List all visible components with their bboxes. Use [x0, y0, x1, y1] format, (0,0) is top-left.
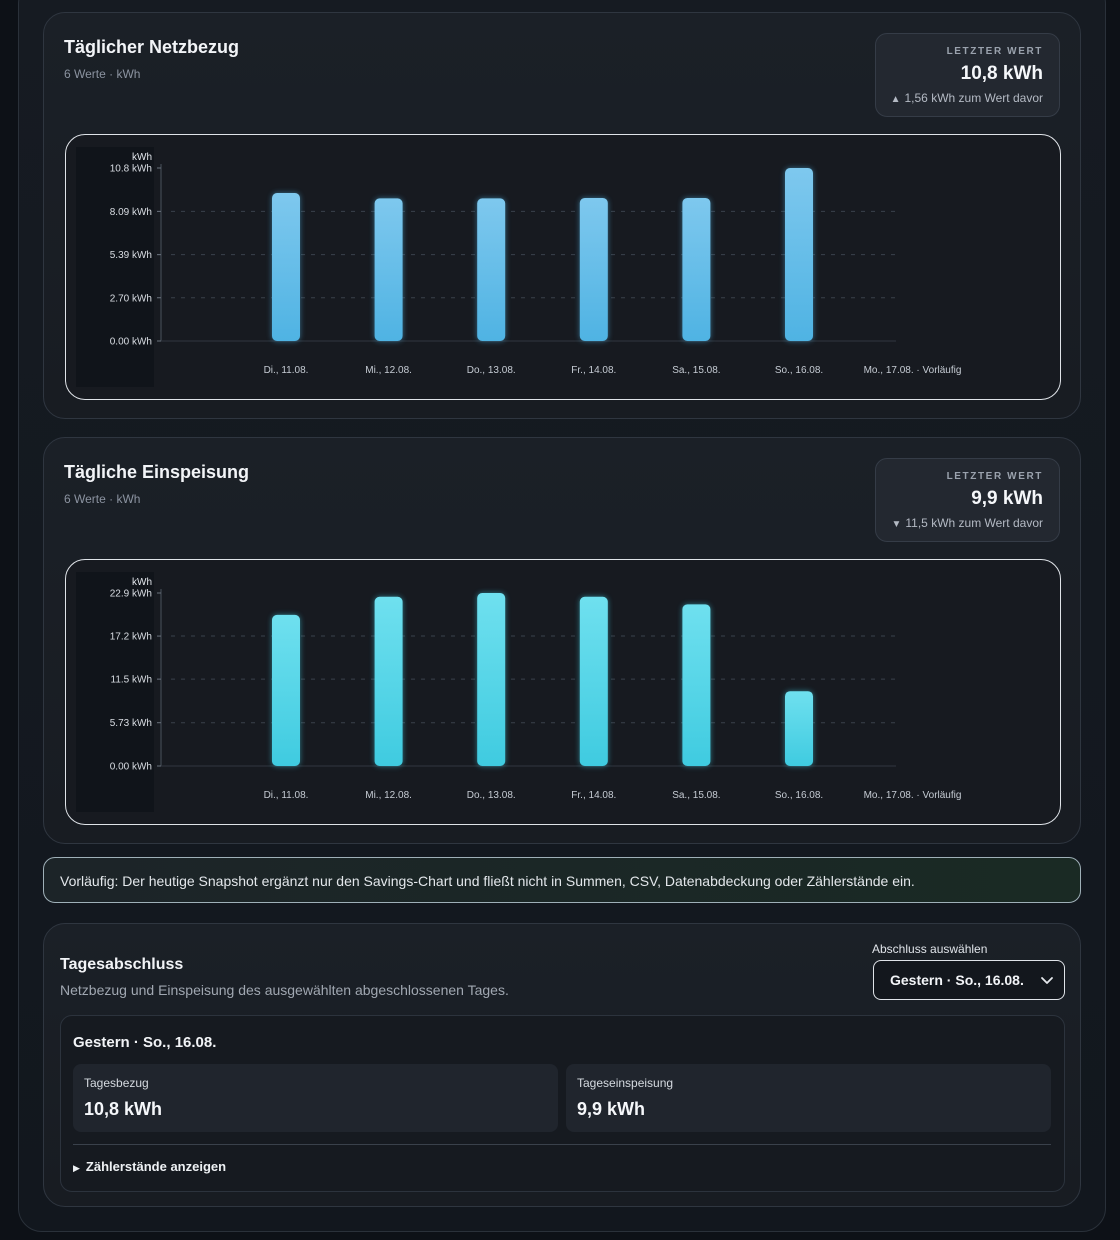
- select-label: Abschluss auswählen: [872, 942, 988, 956]
- divider: [73, 1144, 1051, 1145]
- zaehlerstaende-toggle[interactable]: ▶ Zählerstände anzeigen: [73, 1159, 226, 1174]
- x-tick-label: Fr., 14.08.: [571, 365, 616, 376]
- triangle-right-icon: ▶: [73, 1163, 80, 1173]
- y-tick-label: 8.09 kWh: [110, 207, 152, 218]
- y-tick-label: 0.00 kWh: [110, 762, 152, 773]
- day-detail-panel: Gestern · So., 16.08. Tagesbezug 10,8 kW…: [60, 1015, 1065, 1192]
- toggle-label: Zählerstände anzeigen: [85, 1159, 227, 1174]
- y-tick-label: 22.9 kWh: [110, 589, 152, 600]
- x-tick-label: Do., 13.08.: [467, 790, 516, 801]
- y-tick-label: 10.8 kWh: [110, 164, 152, 175]
- netzbezug-chart: kWh 10.8 kWh 8.09 kWh 5.39 kWh 2.70 kWh 0.00 …: [65, 134, 1061, 400]
- last-value-label: LETZTER WERT: [946, 471, 1043, 482]
- last-value: 9,9 kWh: [971, 488, 1043, 509]
- y-axis-band: [76, 572, 154, 812]
- detail-title: Gestern · So., 16.08.: [73, 1034, 217, 1051]
- x-tick-label: Sa., 15.08.: [672, 365, 720, 376]
- y-tick-label: 5.39 kWh: [110, 250, 152, 261]
- bar[interactable]: [579, 197, 608, 341]
- card-title: Tägliche Einspeisung: [64, 462, 250, 482]
- section-subtitle: Netzbezug und Einspeisung des ausgewählt…: [60, 982, 509, 998]
- preliminary-notice: Vorläufig: Der heutige Snapshot ergänzt …: [43, 857, 1081, 903]
- netzbezug-card: Täglicher Netzbezug 6 Werte · kWh LETZTE…: [43, 12, 1081, 419]
- bar[interactable]: [682, 197, 711, 341]
- card-subtitle: 6 Werte · kWh: [64, 67, 141, 81]
- bar[interactable]: [785, 691, 813, 766]
- stat-value: 9,9 kWh: [577, 1099, 646, 1119]
- last-delta-text: 11,5 kWh zum Wert davor: [905, 516, 1043, 530]
- x-tick-label: Do., 13.08.: [467, 365, 516, 376]
- bar[interactable]: [477, 593, 506, 766]
- stat-label: Tagesbezug: [84, 1076, 149, 1090]
- x-tick-label: So., 16.08.: [775, 365, 823, 376]
- chevron-down-icon: [1041, 977, 1053, 984]
- card-subtitle: 6 Werte · kWh: [64, 492, 141, 506]
- last-delta-text: 1,56 kWh zum Wert davor: [904, 91, 1044, 105]
- tagesabschluss-card: Tagesabschluss Netzbezug und Einspeisung…: [43, 923, 1081, 1207]
- y-axis-unit: kWh: [132, 152, 152, 163]
- tageseinspeisung-stat: Tageseinspeisung 9,9 kWh: [566, 1064, 1051, 1132]
- x-tick-label: Sa., 15.08.: [672, 790, 720, 801]
- triangle-down-icon: ▼: [891, 519, 902, 530]
- select-value: Gestern · So., 16.08.: [890, 972, 1024, 988]
- einspeisung-card: Tägliche Einspeisung 6 Werte · kWh LETZT…: [43, 437, 1081, 844]
- bar[interactable]: [374, 198, 403, 341]
- bar[interactable]: [682, 604, 711, 766]
- x-tick-label: Mi., 12.08.: [365, 365, 412, 376]
- section-title: Tagesabschluss: [60, 956, 184, 973]
- bar[interactable]: [579, 596, 608, 766]
- bar[interactable]: [374, 596, 403, 766]
- abschluss-select[interactable]: Gestern · So., 16.08.: [873, 960, 1065, 1000]
- bar[interactable]: [272, 192, 300, 341]
- y-tick-label: 2.70 kWh: [110, 293, 152, 304]
- stat-value: 10,8 kWh: [84, 1099, 163, 1119]
- last-value-label: LETZTER WERT: [946, 46, 1043, 57]
- x-tick-label: So., 16.08.: [775, 790, 823, 801]
- last-value-box: LETZTER WERT 9,9 kWh ▼ 11,5 kWh zum Wert …: [875, 458, 1060, 542]
- card-title: Täglicher Netzbezug: [64, 37, 240, 57]
- y-tick-label: 11.5 kWh: [111, 675, 153, 686]
- x-tick-label: Di., 11.08.: [264, 790, 309, 801]
- bar[interactable]: [272, 614, 300, 766]
- y-axis-unit: kWh: [132, 577, 152, 588]
- y-tick-label: 17.2 kWh: [110, 632, 152, 643]
- bar[interactable]: [477, 198, 506, 341]
- einspeisung-chart: kWh 22.9 kWh 17.2 kWh 11.5 kWh 5.73 kWh 0.00 …: [65, 559, 1061, 825]
- last-value-box: LETZTER WERT 10,8 kWh ▲ 1,56 kWh zum Wert…: [875, 33, 1060, 117]
- x-tick-label: Fr., 14.08.: [571, 790, 616, 801]
- y-tick-label: 5.73 kWh: [110, 718, 152, 729]
- x-tick-label: Mo., 17.08. · Vorläufig: [864, 365, 962, 376]
- tagesbezug-stat: Tagesbezug 10,8 kWh: [73, 1064, 558, 1132]
- x-tick-label: Di., 11.08.: [264, 365, 309, 376]
- stat-label: Tageseinspeisung: [577, 1076, 674, 1090]
- triangle-up-icon: ▲: [890, 94, 901, 105]
- last-value: 10,8 kWh: [960, 63, 1043, 84]
- x-tick-label: Mi., 12.08.: [365, 790, 412, 801]
- x-tick-label: Mo., 17.08. · Vorläufig: [864, 790, 962, 801]
- bar[interactable]: [785, 168, 813, 341]
- y-axis-band: [76, 147, 154, 387]
- y-tick-label: 0.00 kWh: [110, 337, 152, 348]
